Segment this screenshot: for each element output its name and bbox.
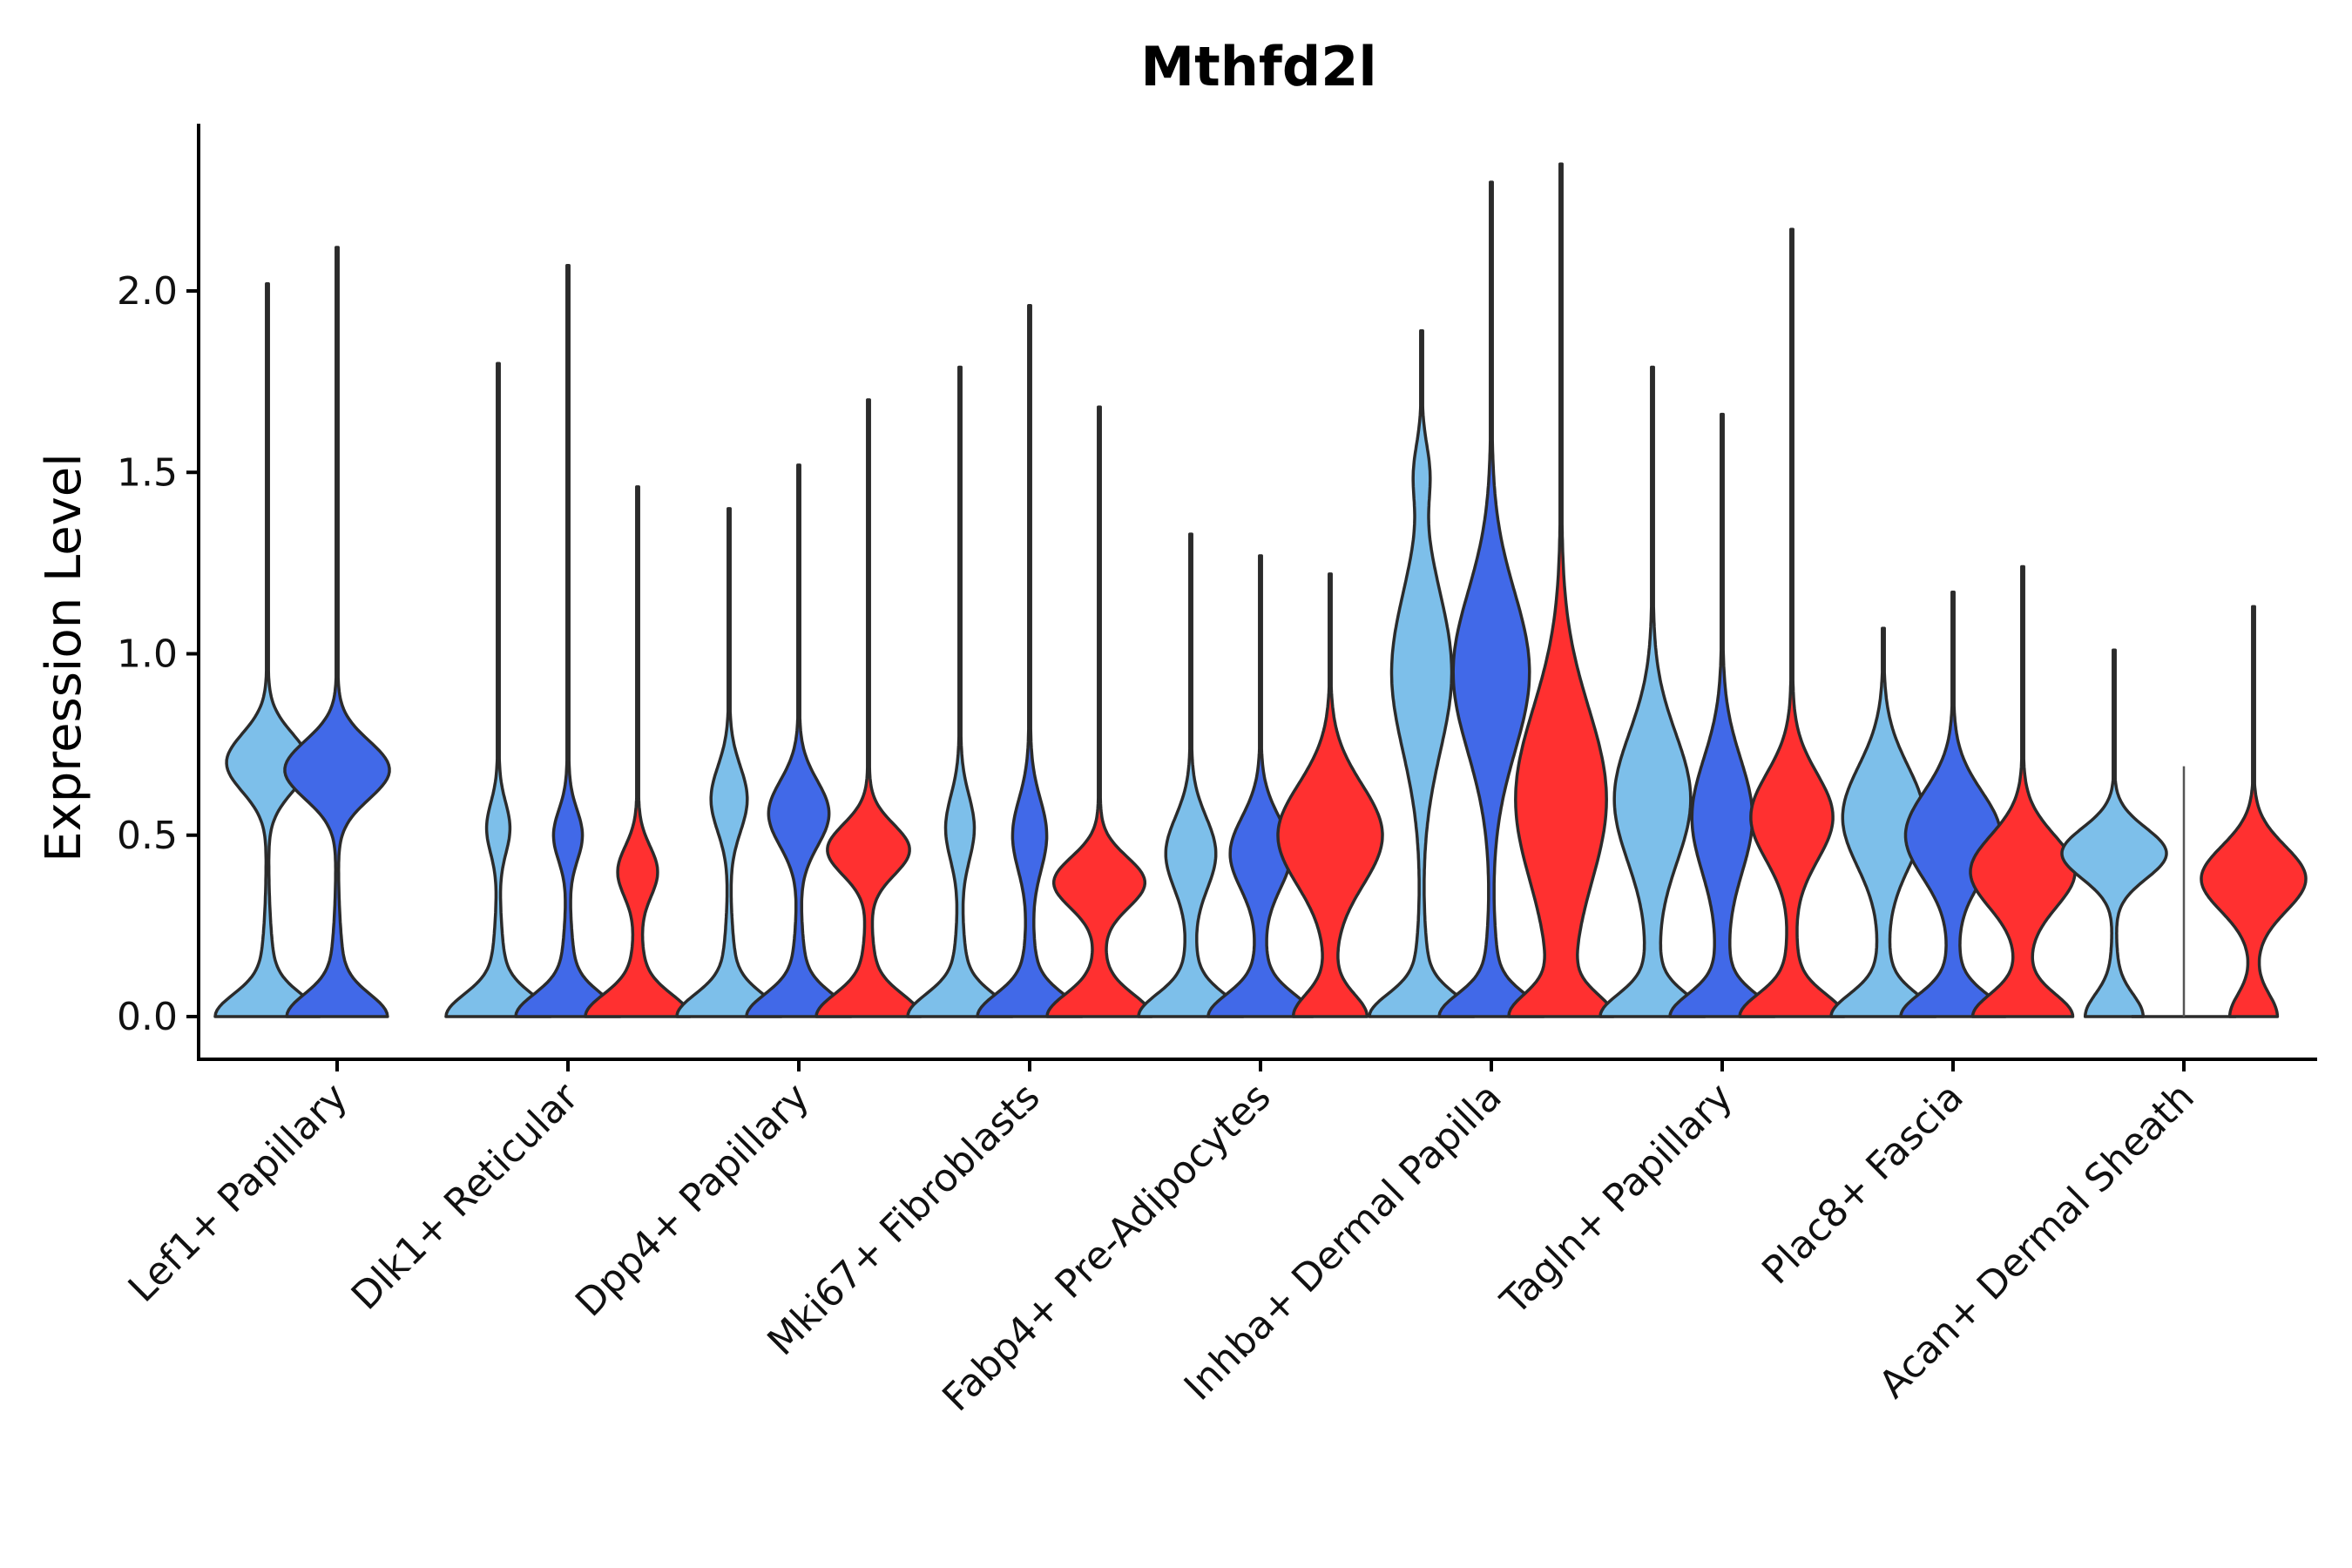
violin-plac8-fascia-series-1 (1829, 626, 1937, 1018)
y-tick-label: 1.0 (117, 632, 178, 677)
violin-plac8-fascia-series-2 (1899, 590, 2007, 1018)
violins-group (213, 162, 2308, 1018)
violin-tagln-papillary-series-2 (1668, 412, 1776, 1018)
y-tick-label: 2.0 (117, 269, 178, 314)
violin-fabp4-pre-adipocytes-series-3 (1276, 572, 1384, 1018)
x-tick-label-plac8-fascia: Plac8+ Fascia (1754, 1075, 1972, 1294)
violin-mki67-fibroblasts-series-1 (906, 365, 1014, 1018)
y-tick-label: 0.5 (117, 814, 178, 858)
violin-dlk1-reticular-series-3 (584, 485, 692, 1018)
x-tick-label-lef1-papillary: Lef1+ Papillary (120, 1075, 356, 1311)
violin-inhba-dermal-papilla-series-1 (1368, 329, 1476, 1018)
y-tick-label: 0.0 (117, 995, 178, 1039)
violin-inhba-dermal-papilla-series-3 (1507, 162, 1615, 1018)
x-tick-label-dlk1-reticular: Dlk1+ Reticular (343, 1074, 588, 1319)
violin-lef1-papillary-series-2 (283, 246, 391, 1018)
violin-acan-dermal-sheath-series-3 (2200, 605, 2308, 1018)
violin-dpp4-papillary-series-2 (745, 463, 853, 1018)
violin-fabp4-pre-adipocytes-series-1 (1137, 532, 1245, 1018)
violin-inhba-dermal-papilla-series-2 (1437, 180, 1545, 1018)
violin-plac8-fascia-series-3 (1969, 564, 2077, 1018)
violin-dpp4-papillary-series-3 (814, 398, 923, 1018)
violin-dlk1-reticular-series-1 (444, 362, 552, 1018)
violin-lef1-papillary-series-1 (213, 281, 321, 1018)
violin-mki67-fibroblasts-series-3 (1045, 405, 1153, 1018)
violin-acan-dermal-sheath-series-1 (2060, 648, 2168, 1018)
y-axis-label: Expression Level (36, 453, 92, 862)
violin-tagln-papillary-series-3 (1738, 227, 1846, 1018)
chart-title: Mthfd2l (1140, 35, 1376, 98)
violin-tagln-papillary-series-1 (1598, 365, 1707, 1018)
violin-dlk1-reticular-series-2 (514, 264, 622, 1018)
y-tick-label: 1.5 (117, 450, 178, 495)
x-tick-label-dpp4-papillary: Dpp4+ Papillary (567, 1075, 818, 1326)
violin-dpp4-papillary-series-1 (675, 507, 783, 1018)
violin-mki67-fibroblasts-series-2 (976, 303, 1084, 1018)
x-tick-label-tagln-papillary: Tagln+ Papillary (1492, 1075, 1741, 1324)
y-axis-ticks: 0.0 0.5 1.0 1.5 2.0 (117, 269, 199, 1039)
